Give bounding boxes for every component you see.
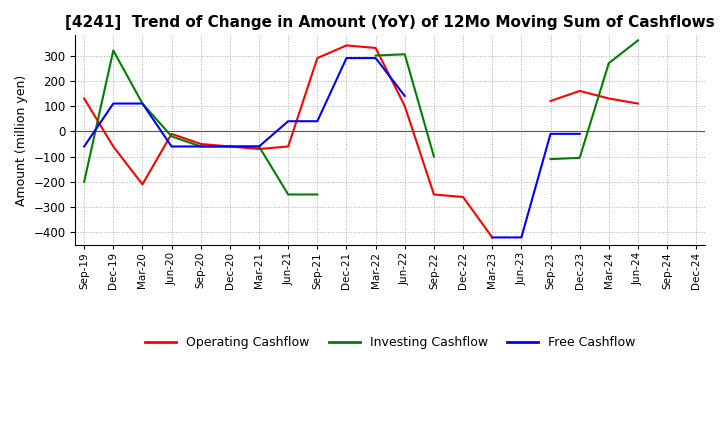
Y-axis label: Amount (million yen): Amount (million yen): [15, 74, 28, 206]
Legend: Operating Cashflow, Investing Cashflow, Free Cashflow: Operating Cashflow, Investing Cashflow, …: [140, 331, 640, 354]
Title: [4241]  Trend of Change in Amount (YoY) of 12Mo Moving Sum of Cashflows: [4241] Trend of Change in Amount (YoY) o…: [66, 15, 715, 30]
